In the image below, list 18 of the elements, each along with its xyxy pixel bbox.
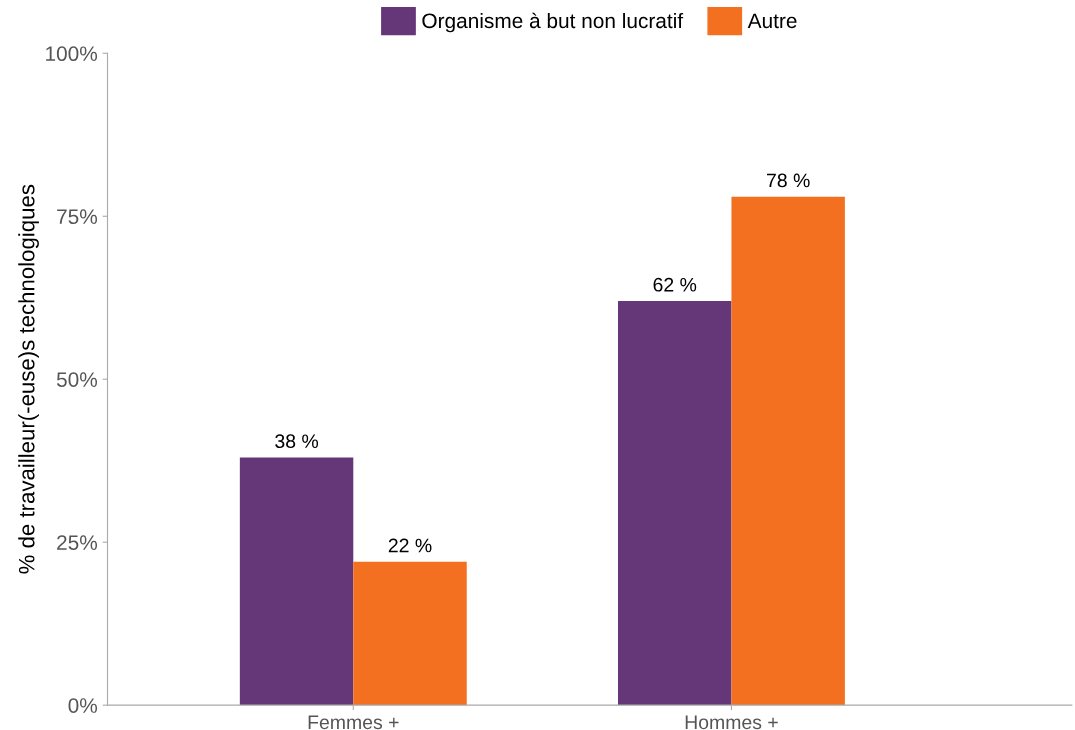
y-tick-label: 50% xyxy=(56,372,98,387)
legend-label: Organisme à but non lucratif xyxy=(422,12,684,33)
y-tick-label: 25% xyxy=(57,535,98,550)
bar xyxy=(618,301,732,706)
y-tick-label: 100% xyxy=(46,46,98,62)
y-tick-label: 75% xyxy=(57,209,98,225)
x-tick-label: Femmes + xyxy=(308,715,399,730)
y-axis-title: % de travailleur(-euse)s technologiques xyxy=(18,184,39,574)
data-label: 22 % xyxy=(388,538,432,553)
data-label: 38 % xyxy=(275,434,319,449)
bar xyxy=(353,561,467,706)
y-tick-label: 0% xyxy=(68,698,98,713)
data-label: 78 % xyxy=(767,173,810,188)
x-tick-label: Hommes + xyxy=(685,715,778,730)
legend-label: Autre xyxy=(747,13,797,29)
data-label: 62 % xyxy=(653,277,697,292)
bar xyxy=(239,457,354,706)
bar xyxy=(731,196,845,706)
